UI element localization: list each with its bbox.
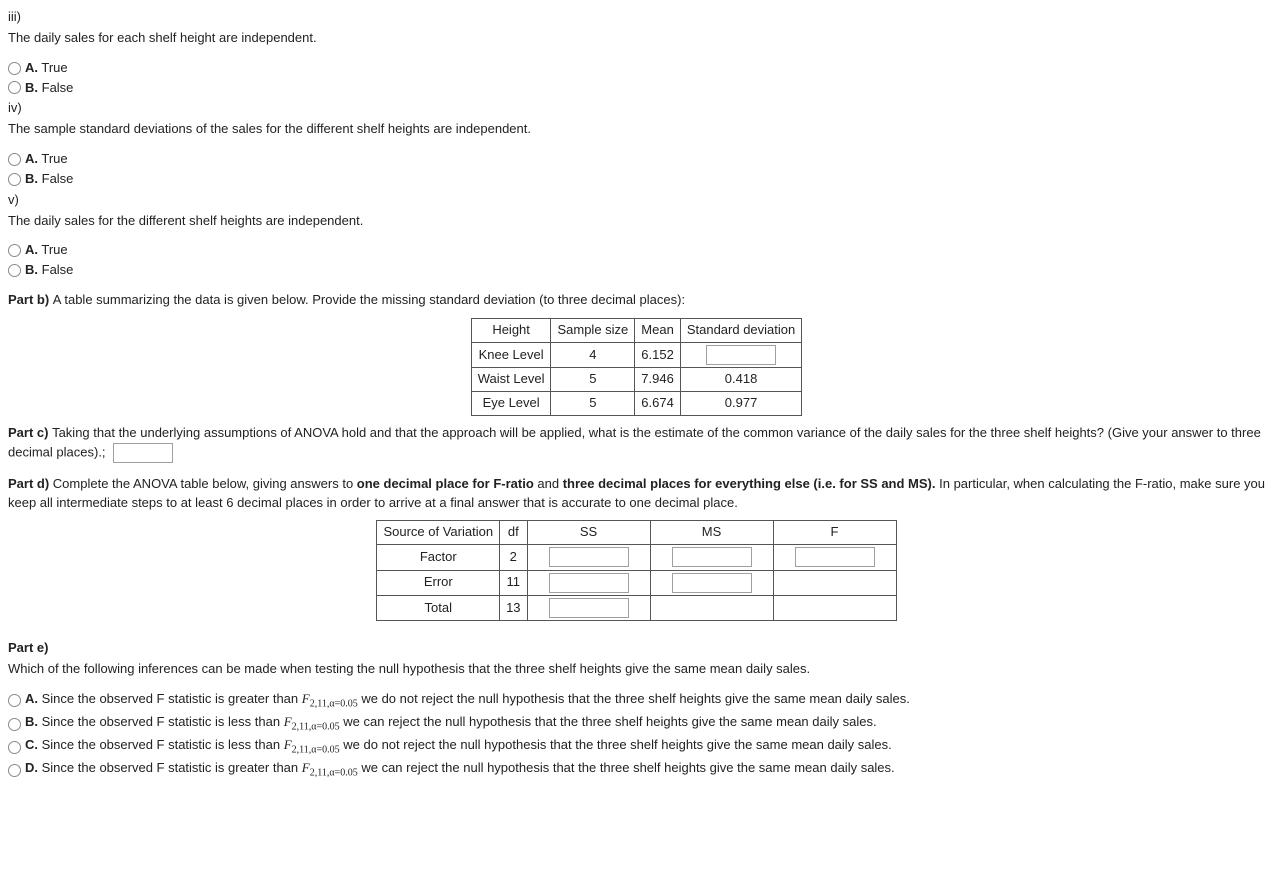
factor-ms-input[interactable] [672, 547, 752, 567]
q-iii-option-a[interactable]: A. True [8, 59, 1265, 78]
table-row: Total 13 [377, 595, 896, 620]
q-iii-number: iii) [8, 8, 1265, 27]
option-label: A. True [25, 150, 68, 169]
common-variance-input[interactable] [113, 443, 173, 463]
q-iv-option-a[interactable]: A. True [8, 150, 1265, 169]
part-d-prompt: Part d) Complete the ANOVA table below, … [8, 475, 1265, 513]
knee-sd-input[interactable] [706, 345, 776, 365]
part-e-option-d[interactable]: D. Since the observed F statistic is gre… [8, 759, 1265, 781]
col-sd: Standard deviation [680, 318, 801, 342]
col-source: Source of Variation [377, 521, 500, 545]
part-e-option-a[interactable]: A. Since the observed F statistic is gre… [8, 690, 1265, 712]
radio-icon[interactable] [8, 173, 21, 186]
table-row: Knee Level 4 6.152 [471, 342, 802, 367]
q-iv-number: iv) [8, 99, 1265, 118]
total-ss-input[interactable] [549, 598, 629, 618]
option-label: A. True [25, 241, 68, 260]
radio-icon[interactable] [8, 741, 21, 754]
table-row: Waist Level 5 7.946 0.418 [471, 368, 802, 392]
table-row: Error 11 [377, 570, 896, 595]
radio-icon[interactable] [8, 153, 21, 166]
part-e-option-c[interactable]: C. Since the observed F statistic is les… [8, 736, 1265, 758]
part-c-prompt: Part c) Taking that the underlying assum… [8, 424, 1265, 463]
q-iii-option-b[interactable]: B. False [8, 79, 1265, 98]
col-ss: SS [527, 521, 650, 545]
page-body: iii) The daily sales for each shelf heig… [0, 0, 1273, 792]
table-row: Factor 2 [377, 545, 896, 570]
radio-icon[interactable] [8, 718, 21, 731]
radio-icon[interactable] [8, 264, 21, 277]
radio-icon[interactable] [8, 694, 21, 707]
error-ss-input[interactable] [549, 573, 629, 593]
option-label: B. False [25, 170, 73, 189]
q-iv-option-b[interactable]: B. False [8, 170, 1265, 189]
radio-icon[interactable] [8, 81, 21, 94]
q-iii-text: The daily sales for each shelf height ar… [8, 29, 1265, 48]
col-f: F [773, 521, 896, 545]
q-v-number: v) [8, 191, 1265, 210]
col-mean: Mean [635, 318, 681, 342]
anova-table: Source of Variation df SS MS F Factor 2 … [376, 520, 896, 621]
part-b-prompt: Part b) A table summarizing the data is … [8, 291, 1265, 310]
table-row: Eye Level 5 6.674 0.977 [471, 392, 802, 416]
option-label: B. Since the observed F statistic is les… [25, 713, 877, 735]
option-label: B. False [25, 79, 73, 98]
part-e-option-b[interactable]: B. Since the observed F statistic is les… [8, 713, 1265, 735]
radio-icon[interactable] [8, 62, 21, 75]
option-label: C. Since the observed F statistic is les… [25, 736, 892, 758]
q-iv-text: The sample standard deviations of the sa… [8, 120, 1265, 139]
part-e-text: Which of the following inferences can be… [8, 660, 1265, 679]
radio-icon[interactable] [8, 764, 21, 777]
option-label: A. True [25, 59, 68, 78]
col-height: Height [471, 318, 551, 342]
factor-f-input[interactable] [795, 547, 875, 567]
option-label: A. Since the observed F statistic is gre… [25, 690, 910, 712]
option-label: B. False [25, 261, 73, 280]
q-v-option-b[interactable]: B. False [8, 261, 1265, 280]
summary-table: Height Sample size Mean Standard deviati… [471, 318, 803, 416]
radio-icon[interactable] [8, 244, 21, 257]
option-label: D. Since the observed F statistic is gre… [25, 759, 895, 781]
col-ms: MS [650, 521, 773, 545]
error-ms-input[interactable] [672, 573, 752, 593]
q-v-option-a[interactable]: A. True [8, 241, 1265, 260]
col-sample: Sample size [551, 318, 635, 342]
col-df: df [500, 521, 527, 545]
q-v-text: The daily sales for the different shelf … [8, 212, 1265, 231]
factor-ss-input[interactable] [549, 547, 629, 567]
part-e-label: Part e) [8, 639, 1265, 658]
